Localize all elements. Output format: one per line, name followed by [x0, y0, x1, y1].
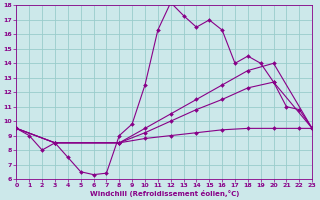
- X-axis label: Windchill (Refroidissement éolien,°C): Windchill (Refroidissement éolien,°C): [90, 190, 239, 197]
